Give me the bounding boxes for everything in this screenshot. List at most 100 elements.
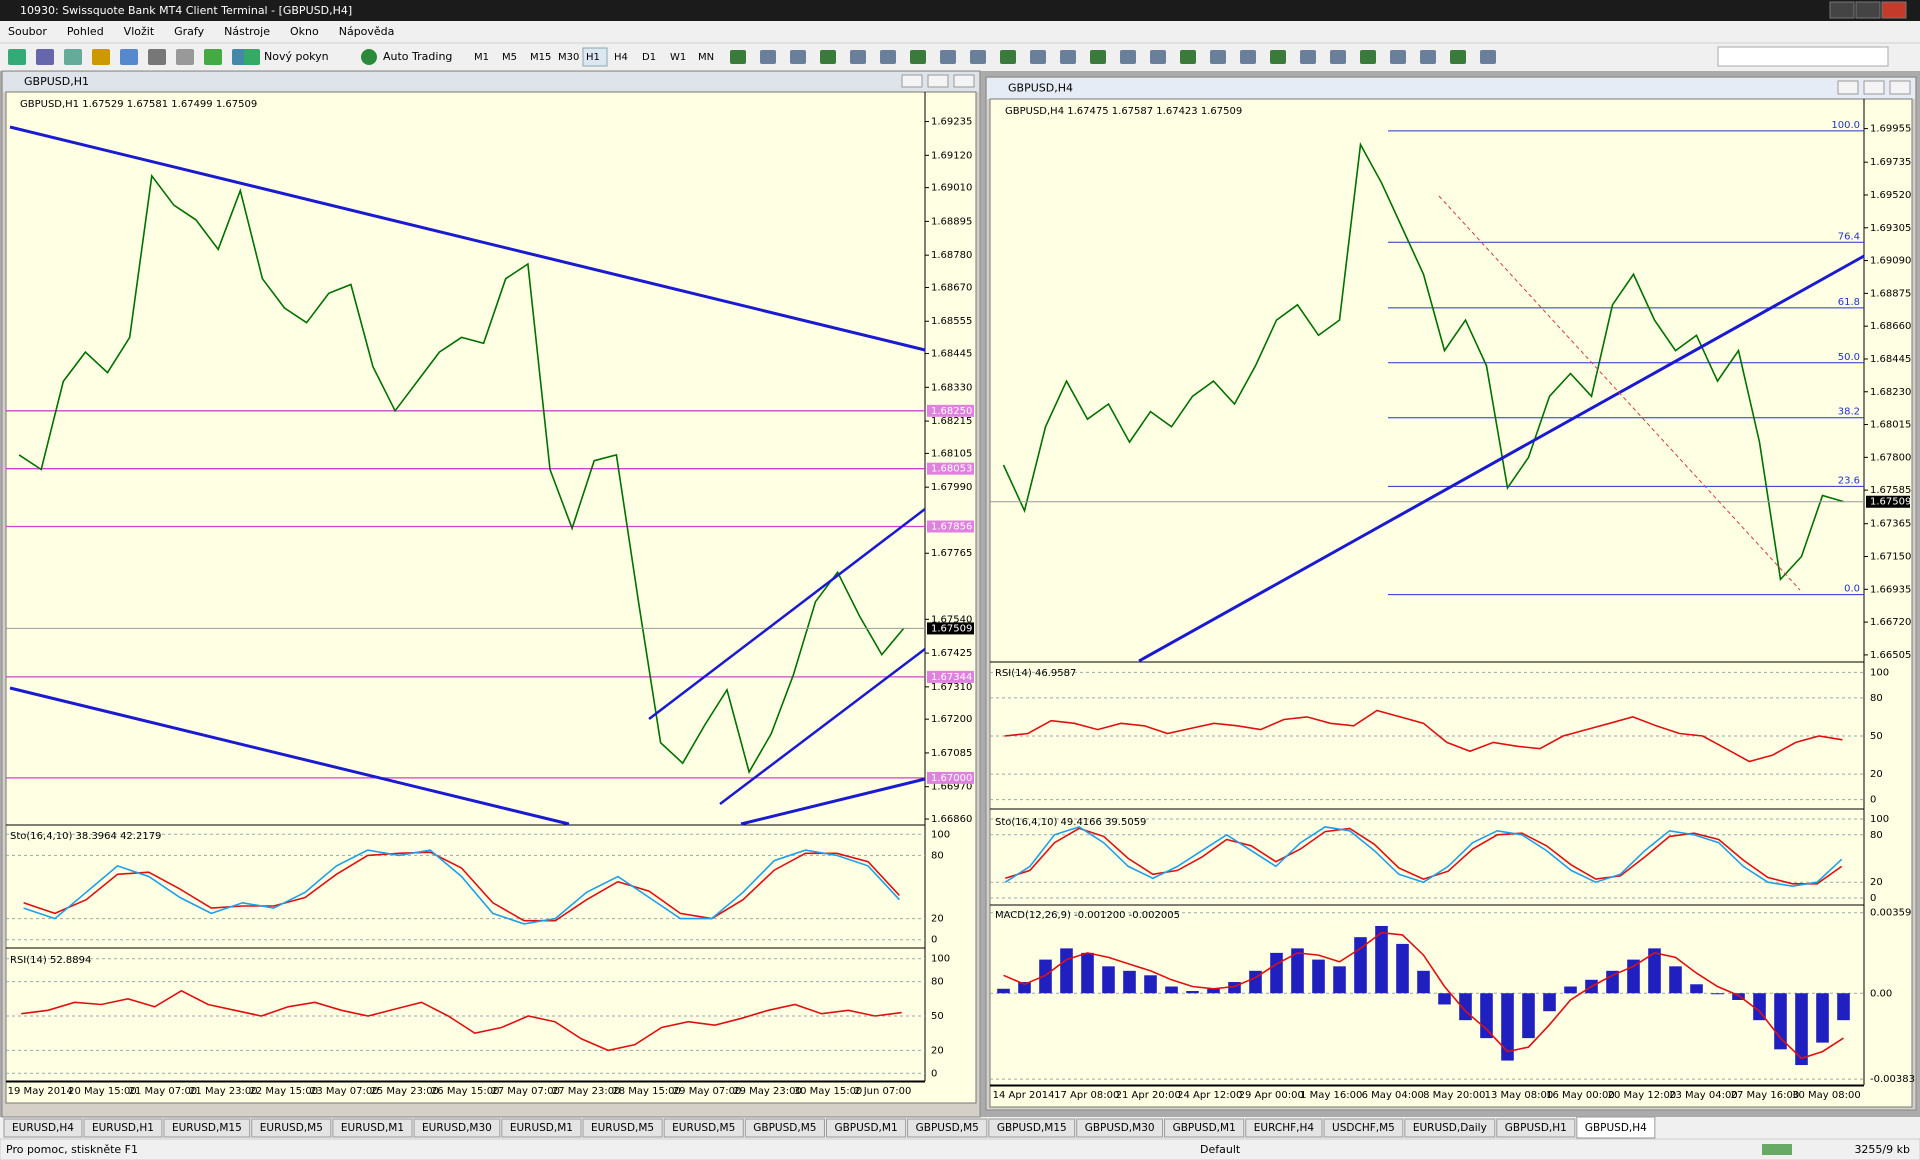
toolbar-icon[interactable] [910, 50, 926, 64]
chart-tab-label[interactable]: GBPUSD,M15 [997, 1122, 1067, 1134]
chart-tab[interactable] [163, 1118, 251, 1138]
chart-tab[interactable] [501, 1118, 582, 1138]
chart-tab-label[interactable]: USDCHF,M5 [1332, 1122, 1395, 1134]
toolbar-icon[interactable] [970, 50, 986, 64]
toolbar-icon[interactable] [880, 50, 896, 64]
chart-tab-label[interactable]: EURUSD,M1 [341, 1122, 404, 1134]
timeframe-button[interactable]: M15 [530, 52, 551, 63]
chart-tab[interactable] [83, 1118, 163, 1138]
toolbar-icon[interactable] [36, 49, 54, 65]
menu-item[interactable]: Soubor [8, 25, 47, 38]
menu-item[interactable]: Nástroje [224, 25, 270, 38]
chart-tab[interactable] [1245, 1118, 1323, 1138]
toolbar-icon[interactable] [1090, 50, 1106, 64]
chart-tab[interactable] [582, 1118, 663, 1138]
chart-tab[interactable] [988, 1118, 1076, 1138]
toolbar-icon[interactable] [1060, 50, 1076, 64]
menu-item[interactable]: Vložit [124, 25, 155, 38]
caption-button[interactable] [1889, 80, 1911, 95]
toolbar-icon[interactable] [1240, 50, 1256, 64]
toolbar-icon[interactable] [1180, 50, 1196, 64]
window-button[interactable] [1881, 1, 1907, 19]
toolbar-icon[interactable] [1210, 50, 1226, 64]
chart-tab-label[interactable]: GBPUSD,M1 [834, 1122, 897, 1134]
toolbar-icon[interactable] [850, 50, 866, 64]
toolbar-icon[interactable] [1150, 50, 1166, 64]
toolbar-icon[interactable] [1450, 50, 1466, 64]
window-button[interactable] [1855, 1, 1881, 19]
chart-tab[interactable] [332, 1118, 413, 1138]
toolbar-icon[interactable] [148, 49, 166, 65]
chart-tab[interactable] [1076, 1118, 1164, 1138]
toolbar-icon[interactable] [8, 49, 26, 65]
toolbar-icon[interactable] [1300, 50, 1316, 64]
chart-tab-label[interactable]: GBPUSD,H4 [1585, 1122, 1647, 1134]
auto-trading-icon[interactable] [361, 49, 377, 65]
menu-item[interactable]: Okno [290, 25, 319, 38]
chart-tab-label[interactable]: GBPUSD,M30 [1085, 1122, 1155, 1134]
window-button[interactable] [1829, 1, 1855, 19]
chart-tab-label[interactable]: GBPUSD,H1 [1505, 1122, 1567, 1134]
toolbar-icon[interactable] [1270, 50, 1286, 64]
caption-button[interactable] [953, 74, 975, 88]
toolbar-icon[interactable] [92, 49, 110, 65]
toolbar-icon[interactable] [1390, 50, 1406, 64]
new-order-button[interactable]: Nový pokyn [264, 50, 329, 63]
chart-tab-label[interactable]: EURUSD,M1 [510, 1122, 573, 1134]
timeframe-button[interactable]: H4 [614, 52, 628, 63]
toolbar-icon[interactable] [1000, 50, 1016, 64]
chart-tab[interactable] [1496, 1118, 1576, 1138]
chart-tab-label[interactable]: EURUSD,M5 [591, 1122, 654, 1134]
toolbar-icon[interactable] [760, 50, 776, 64]
toolbar-icon[interactable] [1420, 50, 1436, 64]
chart-tab-label[interactable]: EURUSD,H4 [12, 1122, 74, 1134]
chart-tab[interactable] [3, 1118, 83, 1138]
chart-tab-label[interactable]: EURCHF,H4 [1254, 1122, 1315, 1134]
toolbar-icon[interactable] [820, 50, 836, 64]
toolbar-icon[interactable] [176, 49, 194, 65]
toolbar-icon[interactable] [64, 49, 82, 65]
toolbar-icon[interactable] [1360, 50, 1376, 64]
caption-button[interactable] [901, 74, 923, 88]
toolbar-icon[interactable] [940, 50, 956, 64]
chart-tab-label[interactable]: GBPUSD,M5 [753, 1122, 816, 1134]
chart-tab[interactable] [907, 1118, 988, 1138]
caption-button[interactable] [1837, 80, 1859, 95]
chart-tab[interactable] [251, 1118, 332, 1138]
chart-tab-label[interactable]: EURUSD,M30 [422, 1122, 492, 1134]
timeframe-button[interactable]: H1 [586, 52, 600, 63]
toolbar-icon[interactable] [790, 50, 806, 64]
new-order-icon[interactable] [244, 49, 260, 65]
menu-item[interactable]: Nápověda [339, 25, 395, 38]
toolbar-icon[interactable] [120, 49, 138, 65]
chart-tab[interactable] [1164, 1118, 1245, 1138]
timeframe-button[interactable]: M1 [474, 52, 489, 63]
caption-button[interactable] [1863, 80, 1885, 95]
chart-tab-label[interactable]: EURUSD,Daily [1413, 1122, 1487, 1134]
chart-tab[interactable] [744, 1118, 825, 1138]
chart-tab[interactable] [825, 1118, 907, 1138]
chart-tab-label[interactable]: GBPUSD,M5 [916, 1122, 979, 1134]
toolbar-icon[interactable] [1480, 50, 1496, 64]
chart-tab[interactable] [663, 1118, 744, 1138]
chart-tab[interactable] [413, 1118, 501, 1138]
timeframe-button[interactable]: M30 [558, 52, 579, 63]
chart-tab-label[interactable]: EURUSD,H1 [92, 1122, 154, 1134]
chart-tab[interactable] [1576, 1116, 1656, 1139]
toolbar-icon[interactable] [730, 50, 746, 64]
timeframe-button[interactable]: D1 [642, 52, 656, 63]
toolbar-icon[interactable] [1120, 50, 1136, 64]
caption-button[interactable] [927, 74, 949, 88]
chart-tab[interactable] [1323, 1118, 1404, 1138]
search-box[interactable] [1717, 46, 1889, 67]
toolbar-icon[interactable] [204, 49, 222, 65]
timeframe-button[interactable]: MN [698, 52, 714, 63]
auto-trading-button[interactable]: Auto Trading [383, 50, 452, 63]
menu-item[interactable]: Pohled [67, 25, 104, 38]
chart-tab[interactable] [1404, 1118, 1496, 1138]
timeframe-button[interactable]: W1 [670, 52, 686, 63]
timeframe-button[interactable]: M5 [502, 52, 517, 63]
chart-tab-label[interactable]: EURUSD,M5 [672, 1122, 735, 1134]
toolbar-icon[interactable] [1330, 50, 1346, 64]
chart-tab-label[interactable]: GBPUSD,M1 [1173, 1122, 1236, 1134]
